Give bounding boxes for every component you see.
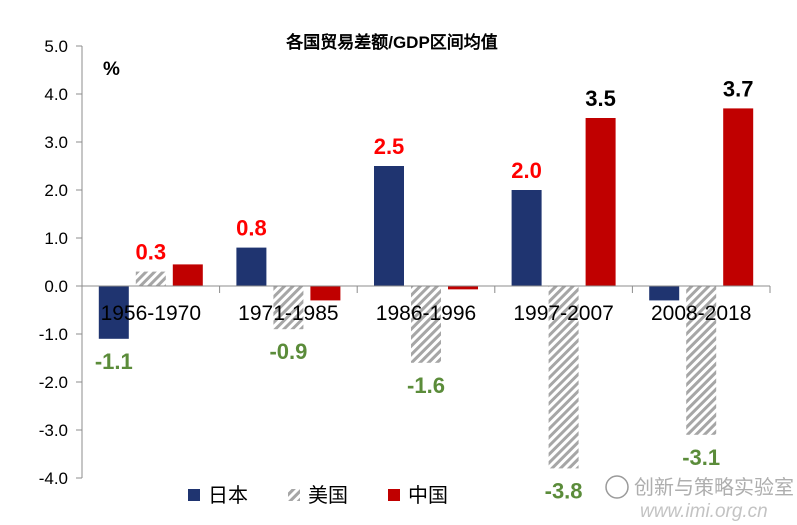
data-labels-group: -1.1 0.3 0.8 -0.9 2.5 -1.6 2.0 -3.8 3.5 -3.1 3.7 (95, 76, 754, 503)
x-tick-label: 1997-2007 (513, 302, 613, 325)
x-axis: 1956-1970 1971-1985 1986-1996 1997-2007 2008… (81, 285, 771, 325)
watermark-line1: 创新与策略实验室 (634, 476, 794, 499)
bar-china-0 (172, 264, 203, 286)
data-label: 3.5 (585, 86, 616, 111)
y-tick-label: -3.0 (39, 421, 68, 440)
bar-china-2 (448, 286, 478, 290)
bar-usa-3 (548, 286, 579, 469)
data-label: -1.6 (407, 373, 445, 398)
x-tick-label: 1986-1996 (376, 302, 476, 325)
data-label: -3.8 (545, 478, 583, 503)
x-tick-label: 1971-1985 (238, 302, 338, 325)
data-label: -3.1 (682, 445, 720, 470)
bars-group (98, 108, 754, 469)
chart-title: 各国贸易差额/GDP区间均值 (285, 32, 498, 52)
y-tick-label: 4.0 (44, 85, 68, 104)
data-label: -0.9 (269, 339, 307, 364)
y-tick-label: -2.0 (39, 373, 68, 392)
y-tick-label: -4.0 (39, 469, 68, 488)
legend-swatch-china (388, 489, 400, 501)
watermark: 创新与策略实验室 www.imi.org.cn (605, 475, 794, 522)
unit-label: % (103, 59, 120, 80)
legend: 日本 美国 中国 (188, 484, 448, 507)
legend-label-japan: 日本 (208, 484, 248, 507)
legend-label-china: 中国 (408, 484, 448, 507)
data-label: 0.3 (136, 240, 167, 265)
bar-japan-1 (236, 247, 267, 286)
y-tick-label: 5.0 (44, 37, 68, 56)
data-label: 2.5 (374, 134, 405, 159)
x-tick-label: 2008-2018 (651, 302, 751, 325)
y-tick-label: 0.0 (44, 277, 68, 296)
legend-label-usa: 美国 (308, 484, 348, 507)
watermark-logo-icon (605, 475, 629, 499)
x-tick-label: 1956-1970 (101, 302, 201, 325)
bar-china-1 (310, 286, 341, 301)
bar-japan-0 (98, 286, 129, 339)
y-tick-label: 1.0 (44, 229, 68, 248)
legend-swatch-japan (188, 489, 200, 501)
bar-usa-0 (135, 271, 166, 286)
bar-japan-2 (374, 166, 404, 286)
watermark-line2: www.imi.org.cn (640, 501, 768, 522)
data-label: -1.1 (95, 349, 133, 374)
y-tick-label: -1.0 (39, 325, 68, 344)
bar-japan-3 (511, 190, 542, 286)
y-tick-label: 3.0 (44, 133, 68, 152)
bar-china-4 (723, 108, 754, 287)
bar-china-3 (585, 118, 616, 286)
legend-swatch-usa (288, 489, 300, 501)
bar-usa-1 (273, 286, 304, 330)
data-label: 0.8 (236, 216, 267, 241)
y-tick-label: 2.0 (44, 181, 68, 200)
bar-usa-2 (411, 286, 441, 363)
data-label: 3.7 (723, 76, 754, 101)
bar-japan-4 (649, 286, 680, 301)
y-axis: 5.0 4.0 3.0 2.0 1.0 0.0 -1.0 -2.0 -3.0 -4.0 (39, 37, 83, 488)
data-label: 2.0 (511, 158, 542, 183)
bar-usa-4 (686, 286, 717, 435)
